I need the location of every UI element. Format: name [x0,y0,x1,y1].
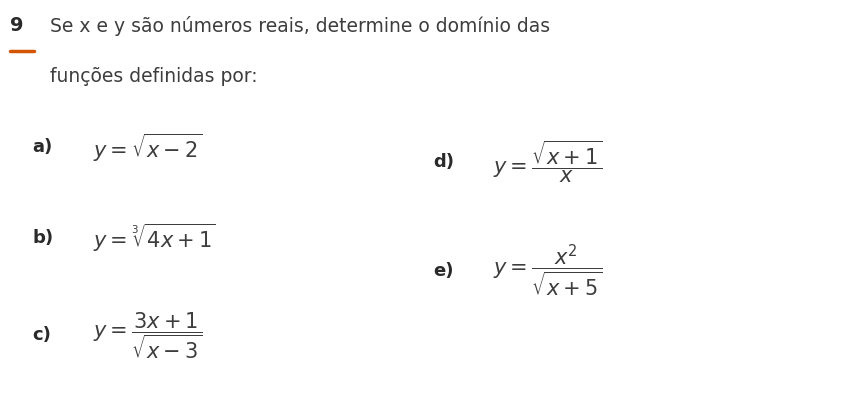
Text: $y = \dfrac{\sqrt{x + 1}}{x}$: $y = \dfrac{\sqrt{x + 1}}{x}$ [493,138,602,185]
Text: Se x e y são números reais, determine o domínio das: Se x e y são números reais, determine o … [50,16,550,36]
Text: $y = \sqrt[3]{4x + 1}$: $y = \sqrt[3]{4x + 1}$ [93,222,215,255]
Text: c): c) [33,326,51,344]
Text: a): a) [33,139,53,156]
Text: $y = \dfrac{3x + 1}{\sqrt{x - 3}}$: $y = \dfrac{3x + 1}{\sqrt{x - 3}}$ [93,310,202,361]
Text: funções definidas por:: funções definidas por: [50,67,257,86]
Text: e): e) [433,262,453,280]
Text: $y = \dfrac{x^2}{\sqrt{x + 5}}$: $y = \dfrac{x^2}{\sqrt{x + 5}}$ [493,243,602,299]
Text: 9: 9 [10,16,24,35]
Text: b): b) [33,229,54,247]
Text: $y = \sqrt{x - 2}$: $y = \sqrt{x - 2}$ [93,131,202,164]
Text: d): d) [433,153,454,170]
